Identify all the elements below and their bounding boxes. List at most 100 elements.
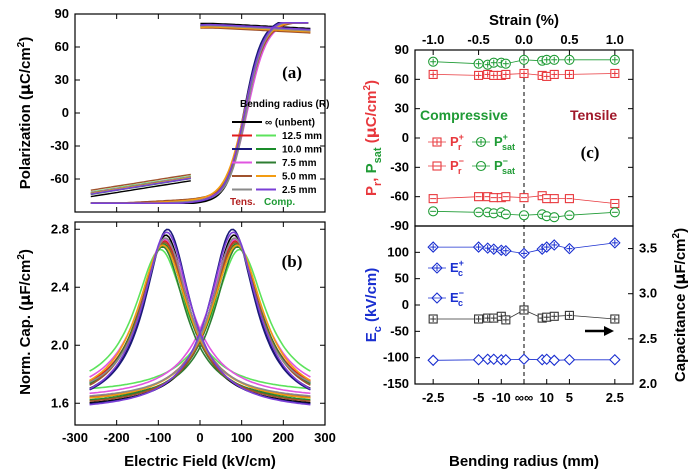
b-curve-9-branch-pos xyxy=(89,237,311,397)
panel-b-y-axis-title-close: ) xyxy=(17,249,34,254)
c-lower-point-1-5 xyxy=(500,353,512,366)
a-ytick-label: 90 xyxy=(55,6,69,21)
c-lower-point-2-5 xyxy=(501,315,511,325)
c-lower-point-0-3 xyxy=(487,243,500,255)
y-title-close: ) xyxy=(363,80,380,85)
c-lower-point-0-9 xyxy=(548,239,561,251)
b-ytick-label: 2.4 xyxy=(51,279,70,294)
panel-c-right-y-axis-title: Capacitance (μF/cm2) xyxy=(671,228,689,382)
legend-psat-minus-sub: sat xyxy=(502,166,515,176)
compressive-region-label: Compressive xyxy=(420,107,508,123)
b-xtick-label: 200 xyxy=(272,430,294,445)
c-top-tick-label: 1.0 xyxy=(606,32,624,47)
legend-ec-minus-text: E− c xyxy=(450,288,464,308)
c-lower-ytick-label: -50 xyxy=(390,323,409,338)
b-curve-8-branch-neg xyxy=(89,244,311,399)
c-lower-point-2-3 xyxy=(489,313,499,323)
y-title-comma: , xyxy=(363,173,380,181)
panel-c-label: (c) xyxy=(581,143,600,162)
a-curve-10-descending xyxy=(200,23,311,31)
b-ytick-label: 2.8 xyxy=(51,221,69,236)
panel-a-y-axis-title-close: ) xyxy=(17,37,34,42)
c-lower-point-0-6 xyxy=(518,247,530,260)
b-curve-6-branch-pos xyxy=(89,245,311,399)
c-top-tick-label: 0.5 xyxy=(560,32,578,47)
b-xtick-label: -300 xyxy=(62,430,88,445)
panel-b-capacitance: 1.6 2.0 2.4 2.8 -300 -200 -100 0 100 200 300 (b) N… xyxy=(16,221,336,470)
b-curve-1-branch-neg xyxy=(89,239,311,398)
legend-psat-plus-text: P+ sat xyxy=(494,132,515,152)
legend-label-unbent: ∞ (unbent) xyxy=(265,118,315,129)
b-curve-8-branch-pos xyxy=(89,244,311,399)
legend-rows: ∞ (unbent) 12.5 mm 10.0 mm 7.5 mm 5.0 mm 2.5 … xyxy=(232,118,322,196)
c-upper-point-2-9 xyxy=(549,194,559,204)
c-upper-point-1-1 xyxy=(473,58,484,69)
c-upper-ytick-label: 90 xyxy=(395,42,409,57)
c-lower-ytick-label: -150 xyxy=(383,376,409,391)
panel-a-ticks: -60 -30 0 30 60 90 xyxy=(50,6,326,213)
c-upper-point-1-9 xyxy=(549,54,560,65)
c-right-ytick-label: 3.0 xyxy=(639,286,657,301)
c-upper-point-0-1 xyxy=(474,70,484,80)
legend-ec-minus-base: E xyxy=(450,290,459,305)
legend-ec-minus-sup: − xyxy=(459,288,464,298)
b-ytick-label: 2.0 xyxy=(51,337,69,352)
panel-a-y-axis-title-main: Polarization ( xyxy=(17,95,34,189)
b-xtick-label: -200 xyxy=(104,430,130,445)
b-curve-7-branch-neg xyxy=(89,241,311,402)
b-curve-10-branch-pos xyxy=(89,231,311,406)
c-upper-point-3-10 xyxy=(564,210,575,221)
panel-b-label: (b) xyxy=(282,252,303,271)
a-curve-7-return xyxy=(90,173,191,191)
c-right-ytick-label: 2.5 xyxy=(639,331,657,346)
c-upper-point-1-8 xyxy=(541,54,552,65)
c-lower-point-2-1 xyxy=(474,314,484,324)
legend-label: 10.0 mm xyxy=(282,145,322,156)
c-lower-point-2-10 xyxy=(564,310,574,320)
right-title-main: Capacitance ( xyxy=(672,285,689,383)
c-lower-point-0-11 xyxy=(609,237,621,249)
c-upper-point-2-3 xyxy=(489,193,499,203)
right-axis-arrow xyxy=(585,326,614,336)
panel-b-y-axis-title-main: Norm. Cap. ( xyxy=(17,306,34,395)
a-curve-0-return xyxy=(90,180,191,198)
a-curve-7-descending xyxy=(200,27,311,34)
panel-b-ticks: 1.6 2.0 2.4 2.8 -300 -200 -100 0 100 200 300 xyxy=(51,221,336,445)
c-lower-point-1-8 xyxy=(540,353,553,366)
y-title-unit: C/cm xyxy=(363,91,380,128)
c-top-tick-label: -0.5 xyxy=(467,32,489,47)
b-curve-3-branch-pos xyxy=(89,228,311,405)
legend-pr-plus-sup: + xyxy=(459,132,464,142)
c-bottom-tick-label: -5 xyxy=(473,390,485,405)
c-bottom-tick-label: 2.5 xyxy=(606,390,624,405)
c-lower-point-1-3 xyxy=(487,353,500,366)
c-lower-point-1-10 xyxy=(563,353,576,366)
y-title-ps: P xyxy=(363,163,380,173)
c-lower-ytick-label: 100 xyxy=(387,244,409,259)
c-upper-ytick-label: 30 xyxy=(395,101,409,116)
c-lower-point-2-11 xyxy=(610,314,620,324)
legend-label: 2.5 mm xyxy=(282,185,317,196)
c-upper-point-1-3 xyxy=(488,57,499,68)
panel-b-y-axis-title: Norm. Cap. (μF/cm2) xyxy=(16,249,34,395)
panel-c-lower-y-axis-title: Ec (kV/cm) xyxy=(363,268,384,343)
c-lower-point-0-10 xyxy=(563,242,576,255)
c-lower-ytick-label: 0 xyxy=(402,297,409,312)
c-upper-point-2-10 xyxy=(564,194,574,204)
c-lower-point-2-0 xyxy=(428,314,438,324)
c-upper-point-0-3 xyxy=(489,70,499,80)
c-lower-point-1-1 xyxy=(472,353,485,366)
c-upper-ytick-label: -30 xyxy=(390,159,409,174)
a-curve-9-descending xyxy=(200,24,311,32)
y-title-sat-sub: sat xyxy=(372,147,384,163)
b-curve-9-branch-neg xyxy=(89,237,311,397)
y-title-sup: 2 xyxy=(362,85,373,91)
panel-c-upper-y-axis-title: Pr, Psat (μC/cm2) xyxy=(362,80,384,196)
legend-compressive-footer: Comp. xyxy=(264,197,295,208)
panel-c-ticks: -90 -60 -30 0 30 60 90 -150 -100 -50 0 50 100 2.0 2.5 3… xyxy=(383,32,657,405)
c-upper-point-1-5 xyxy=(500,58,511,69)
c-upper-point-3-1 xyxy=(473,207,484,218)
right-title-mu: μ xyxy=(671,273,689,284)
